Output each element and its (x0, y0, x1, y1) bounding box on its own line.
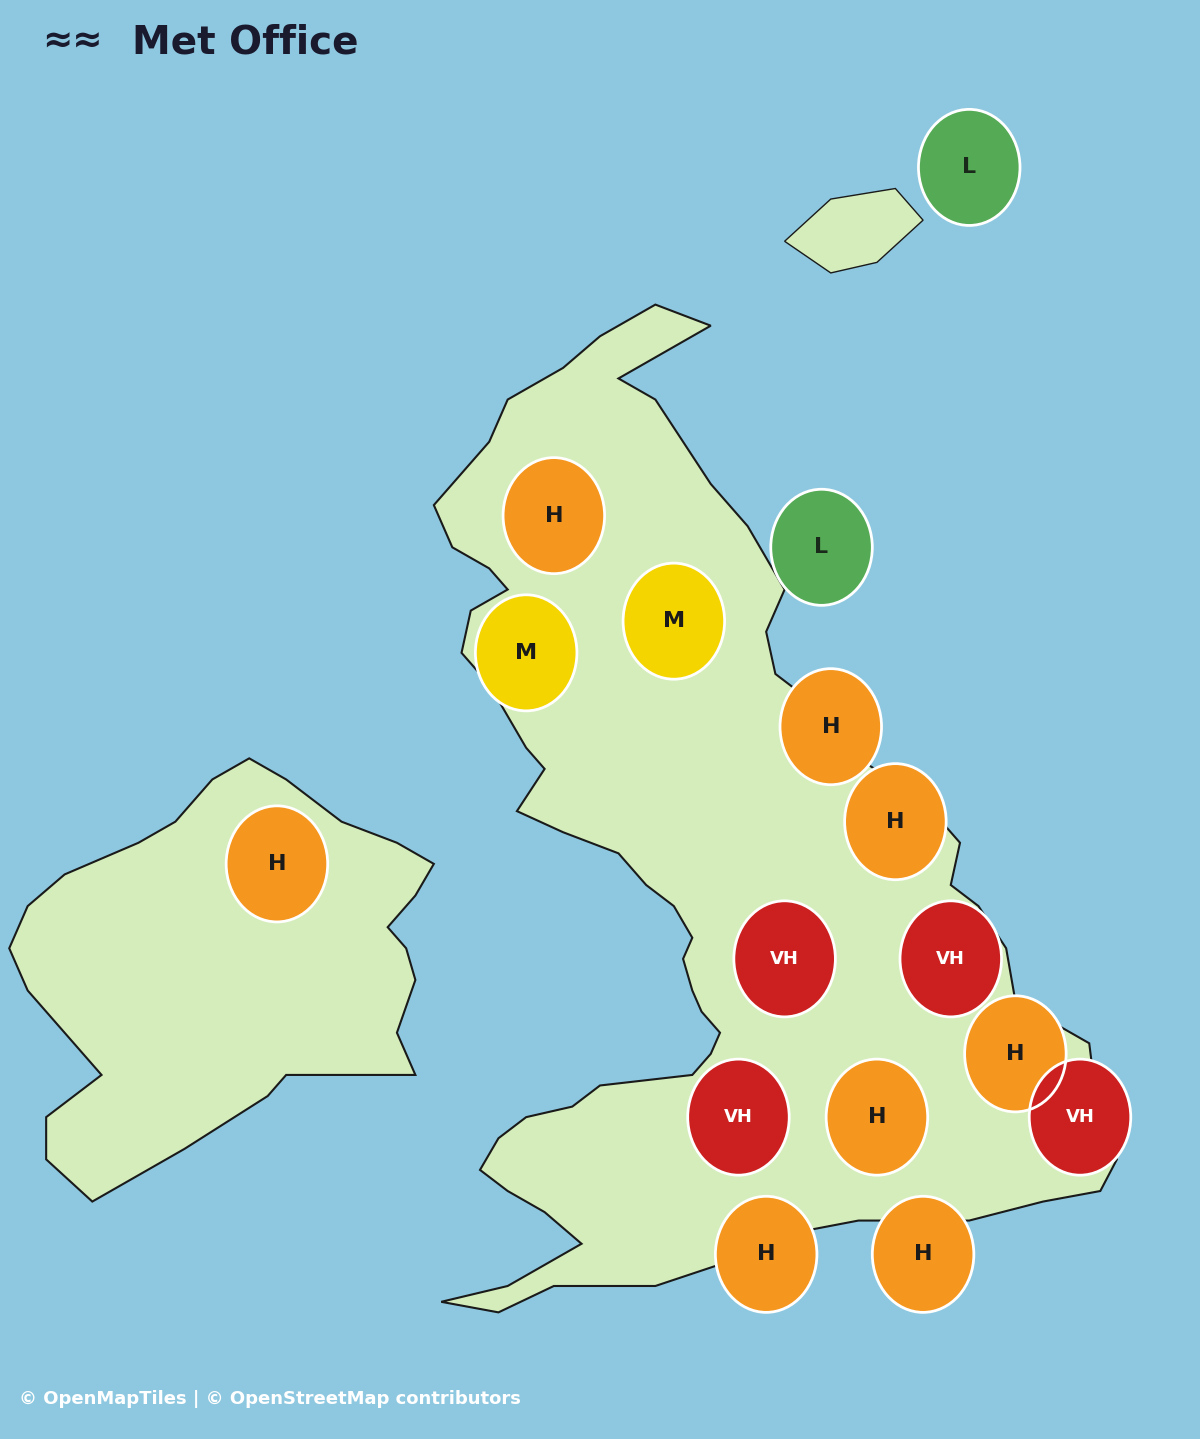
Text: VH: VH (1066, 1108, 1094, 1127)
Text: H: H (914, 1245, 932, 1265)
Text: Met Office: Met Office (132, 23, 359, 60)
Circle shape (965, 996, 1066, 1112)
Circle shape (688, 1059, 790, 1176)
Text: L: L (815, 537, 829, 557)
Circle shape (770, 489, 872, 606)
Text: VH: VH (936, 950, 965, 968)
Circle shape (918, 109, 1020, 226)
Circle shape (1030, 1059, 1130, 1176)
Text: M: M (515, 643, 538, 663)
Text: H: H (868, 1107, 886, 1127)
Circle shape (623, 563, 725, 679)
Circle shape (900, 901, 1002, 1017)
Polygon shape (10, 758, 434, 1202)
Circle shape (715, 1196, 817, 1312)
Text: H: H (268, 853, 286, 873)
Circle shape (780, 669, 882, 784)
Text: M: M (662, 612, 685, 632)
Text: © OpenMapTiles | © OpenStreetMap contributors: © OpenMapTiles | © OpenStreetMap contrib… (19, 1390, 521, 1409)
Text: VH: VH (770, 950, 799, 968)
Text: H: H (757, 1245, 775, 1265)
Circle shape (734, 901, 835, 1017)
Text: H: H (1006, 1043, 1025, 1063)
Circle shape (826, 1059, 928, 1176)
Polygon shape (785, 189, 923, 273)
Text: H: H (886, 812, 905, 832)
Circle shape (845, 764, 946, 879)
Circle shape (226, 806, 328, 922)
Circle shape (503, 458, 605, 574)
Circle shape (475, 594, 577, 711)
Text: VH: VH (724, 1108, 752, 1127)
Text: L: L (962, 157, 977, 177)
Text: ≈≈: ≈≈ (42, 24, 102, 59)
Text: H: H (822, 717, 840, 737)
Circle shape (872, 1196, 974, 1312)
Text: H: H (545, 505, 563, 525)
Polygon shape (434, 305, 1117, 1312)
